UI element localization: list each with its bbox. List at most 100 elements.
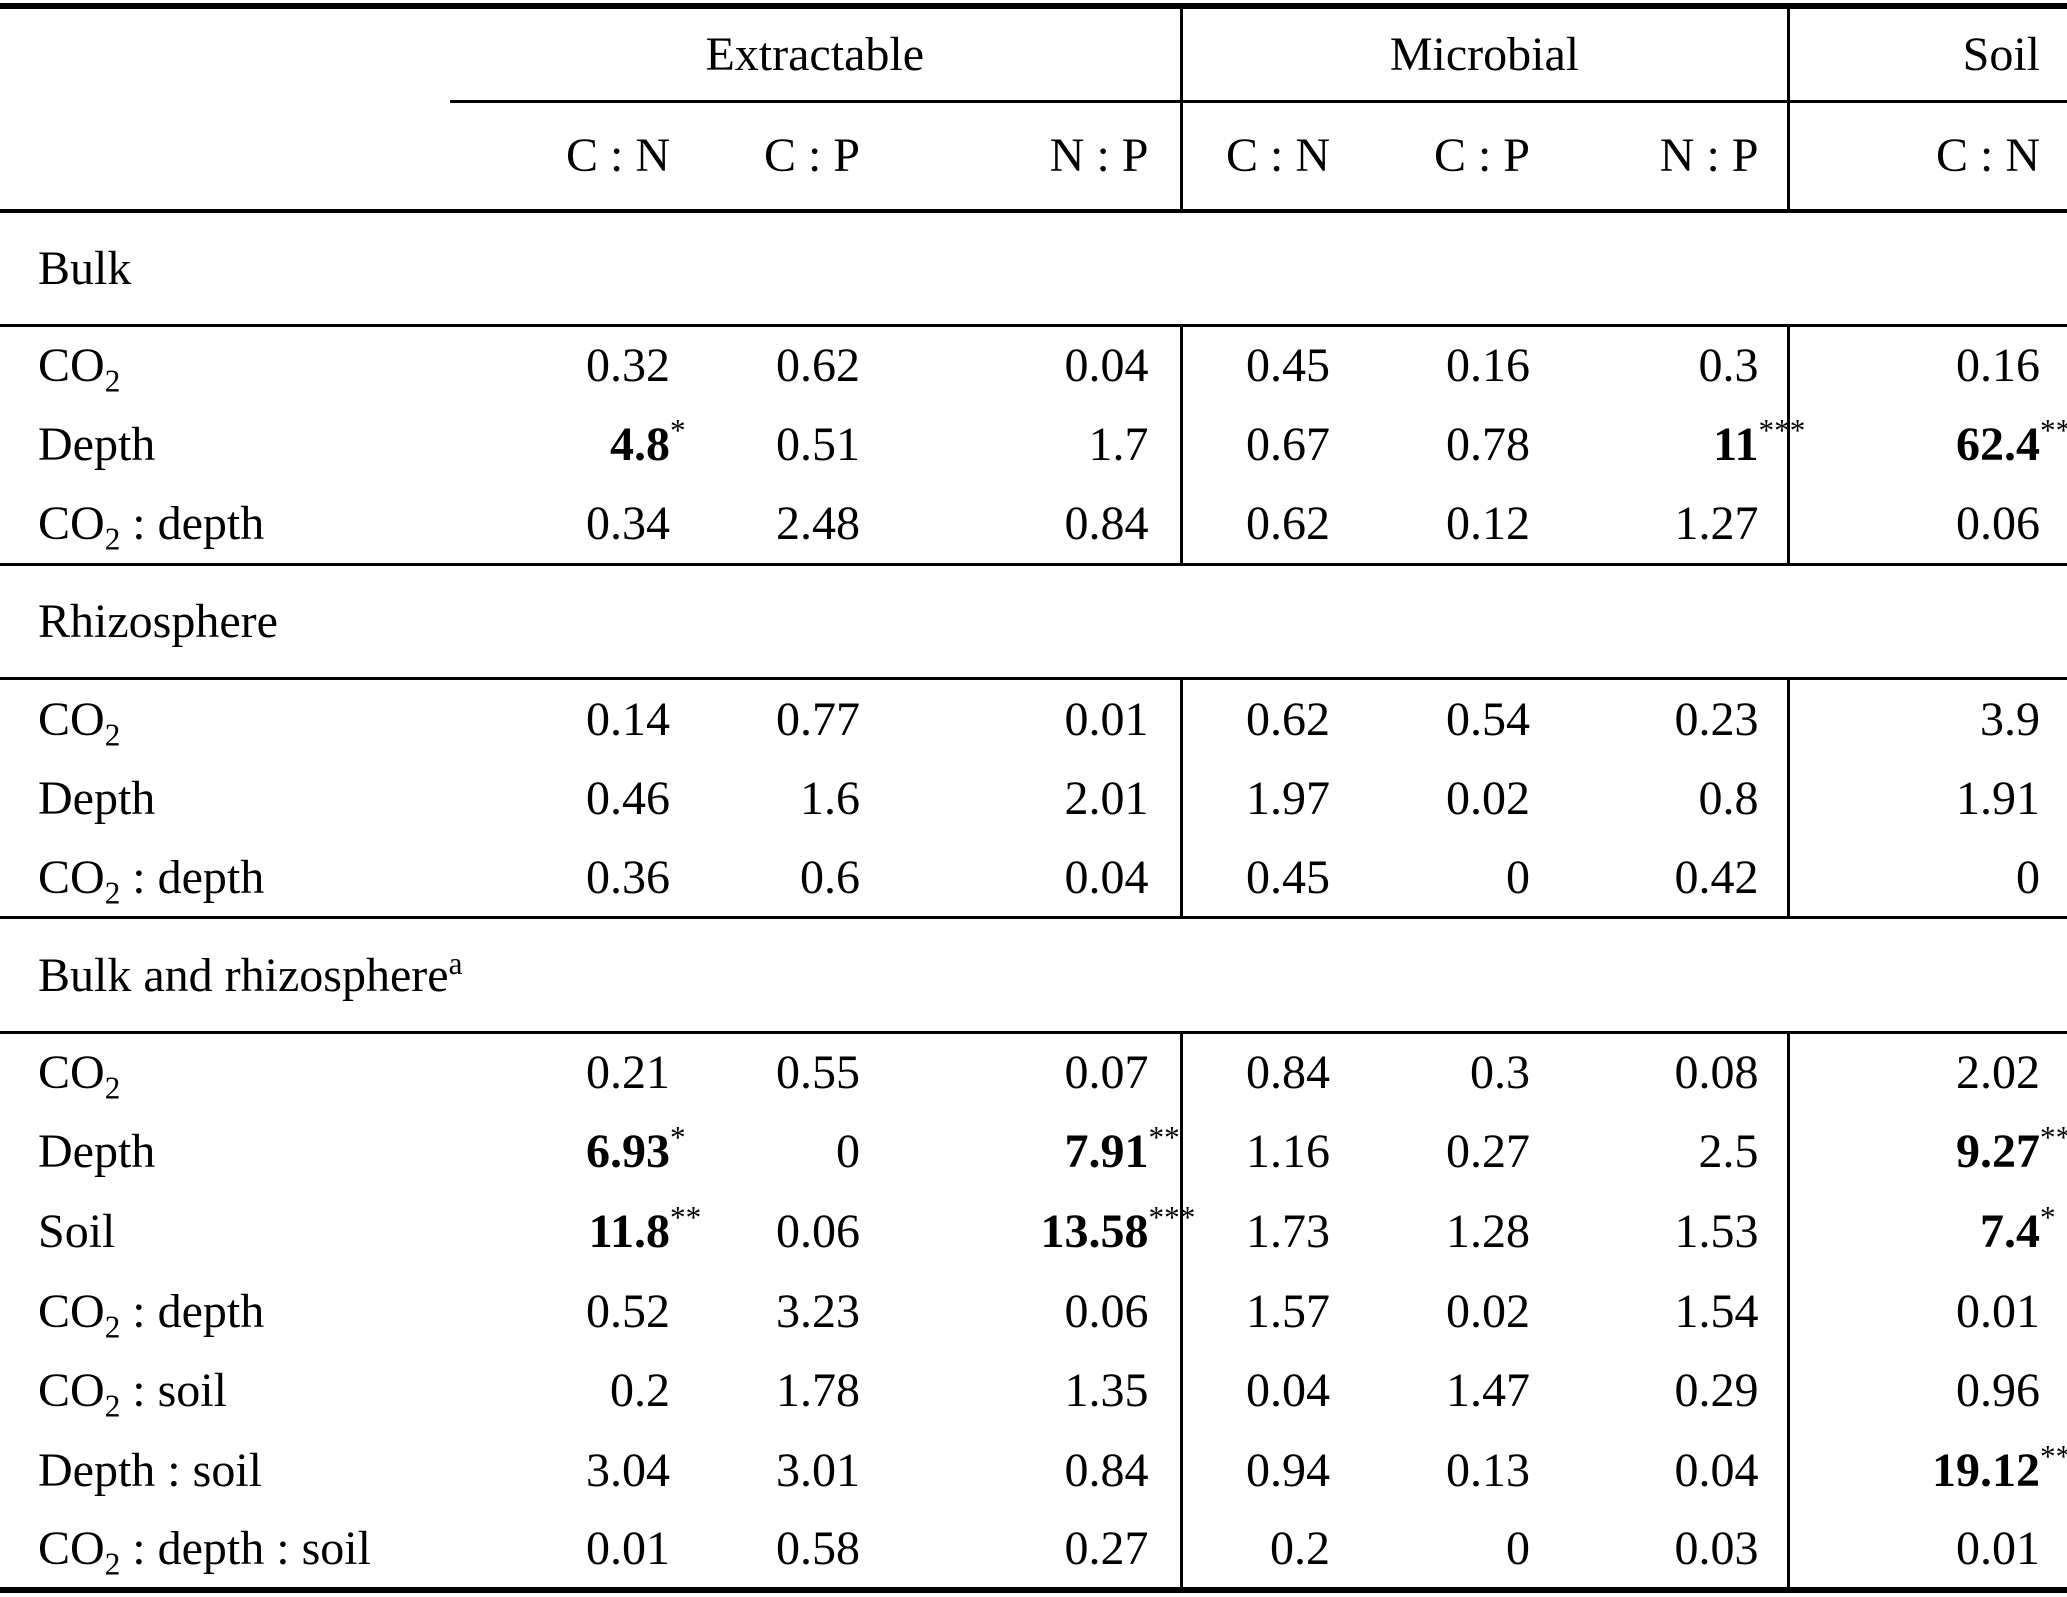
row-label: CO2 (0, 679, 450, 759)
label-text: : depth (120, 1284, 265, 1338)
significance-stars-text: *** (1758, 413, 1806, 449)
value-cell: 0.45 (1179, 325, 1330, 406)
cell-value: 1.27 (1674, 497, 1759, 551)
cell-value: 6.93 (586, 1125, 670, 1179)
significance-stars-text: *** (2040, 1438, 2067, 1474)
value-cell: 0.36 (450, 838, 670, 918)
table-row: Depth 0.46 1.6 2.01 1.97 0.02 0.8 1.91 (0, 758, 2067, 839)
value-cell: 1.97 (1179, 758, 1330, 839)
cell-value: 0.01 (1064, 692, 1149, 746)
value-cell: 3.23 (670, 1271, 860, 1351)
label-text: Depth : soil (38, 1443, 262, 1497)
label-text: Bulk and rhizosphere (38, 948, 449, 1002)
cell-value: 0.84 (1064, 1443, 1149, 1497)
cell-value: 1.53 (1674, 1204, 1759, 1258)
row-label: CO2 : soil (0, 1351, 450, 1431)
value-cell: 1.57 (1179, 1271, 1330, 1351)
cell-value: 62.4 (1956, 418, 2040, 472)
cell-value: 0.67 (1246, 418, 1330, 472)
cell-value: 0.54 (1446, 692, 1530, 746)
cell-value: 0.32 (586, 339, 670, 393)
value-cell: 7.91** (860, 1112, 1181, 1192)
column-group-row: Extractable Microbial Soil (0, 6, 2067, 103)
label-text: : soil (120, 1364, 227, 1418)
cell-value: 0.62 (1246, 497, 1330, 551)
cell-value: 7.4 (1980, 1204, 2040, 1258)
cell-value: 0 (1506, 850, 1530, 904)
cell-value: 0.02 (1446, 1284, 1530, 1338)
value-cell: 0 (1786, 838, 2067, 918)
value-cell: 0.6 (670, 838, 860, 918)
cell-value: 0.51 (776, 418, 860, 472)
value-cell: 0.46 (450, 758, 670, 838)
significance-stars-text: * (670, 413, 686, 449)
corner-cell (0, 101, 450, 213)
label-text: CO (38, 692, 105, 746)
cell-value: 7.91 (1064, 1125, 1149, 1179)
label-text: : depth (120, 850, 265, 904)
value-cell: 0.2 (1179, 1510, 1330, 1590)
cell-value: 0.16 (1956, 339, 2040, 393)
column-header: C : P (1330, 101, 1530, 213)
value-cell: 0.06 (860, 1271, 1181, 1351)
cell-value: 0.58 (776, 1522, 860, 1576)
cell-value: 1.7 (1088, 418, 1149, 472)
significance-stars-text: * (2040, 1199, 2056, 1235)
value-cell: 0.14 (450, 679, 670, 759)
row-label: CO2 (0, 325, 450, 405)
value-cell: 0.58 (670, 1510, 860, 1590)
value-cell: 1.47 (1330, 1351, 1530, 1431)
table-row: CO2 : depth 0.34 2.48 0.84 0.62 0.12 1.27 0.06 (0, 484, 2067, 565)
value-cell: 0.27 (1330, 1112, 1530, 1192)
value-cell: 1.27 (1530, 485, 1788, 565)
value-cell: 0.21 (450, 1032, 670, 1112)
cell-value: 0.2 (1270, 1522, 1330, 1576)
corner-cell (0, 6, 450, 101)
value-cell: 0.01 (450, 1510, 670, 1590)
column-header: C : N (1786, 101, 2067, 213)
value-cell: 0.04 (860, 325, 1181, 405)
cell-value: 0.23 (1674, 692, 1759, 746)
cell-value: 3.01 (776, 1443, 860, 1497)
label-text: Soil (38, 1204, 116, 1258)
subscript-text: 2 (104, 1546, 121, 1582)
cell-value: 0.77 (776, 692, 860, 746)
cell-value: 2.01 (1064, 771, 1149, 825)
value-cell: 7.4* (1786, 1191, 2067, 1272)
value-cell: 0.52 (450, 1271, 670, 1351)
value-cell: 2.5 (1530, 1112, 1788, 1192)
cell-value: 0.13 (1446, 1443, 1530, 1497)
value-cell: 0.27 (860, 1510, 1181, 1590)
section-header-row: Rhizosphere (0, 562, 2067, 681)
value-cell: 0.94 (1179, 1430, 1330, 1511)
cell-value: 0.06 (1064, 1284, 1149, 1338)
value-cell: 0.03 (1530, 1510, 1788, 1590)
value-cell: 0.23 (1530, 679, 1788, 759)
cell-value: 3.04 (586, 1443, 670, 1497)
cell-value: 11.8 (588, 1204, 670, 1258)
column-header: C : N (1179, 101, 1330, 213)
value-cell: 0.02 (1330, 758, 1530, 838)
value-cell: 0.77 (670, 679, 860, 759)
value-cell: 19.12*** (1786, 1430, 2067, 1511)
cell-value: 0.2 (610, 1364, 670, 1418)
section-header-row: Bulk (0, 209, 2067, 327)
cell-value: 0.06 (776, 1204, 860, 1258)
label-text: : depth : soil (120, 1522, 371, 1576)
value-cell: 1.28 (1330, 1192, 1530, 1272)
superscript-footnote-marker: a (448, 945, 463, 981)
value-cell: 0.06 (1786, 484, 2067, 565)
cell-value: 1.91 (1956, 771, 2040, 825)
cell-value: 1.35 (1064, 1364, 1149, 1418)
value-cell: 1.91 (1786, 758, 2067, 839)
cell-value: 0.16 (1446, 339, 1530, 393)
value-cell: 6.93* (450, 1112, 686, 1192)
group-header-soil: Soil (1786, 6, 2067, 103)
label-text: Depth (38, 1125, 156, 1179)
label-text: CO (38, 1046, 105, 1100)
significance-stars-text: ** (670, 1199, 702, 1235)
value-cell: 0.3 (1530, 325, 1788, 405)
cell-value: 0.84 (1064, 497, 1149, 551)
value-cell: 13.58*** (860, 1192, 1196, 1272)
